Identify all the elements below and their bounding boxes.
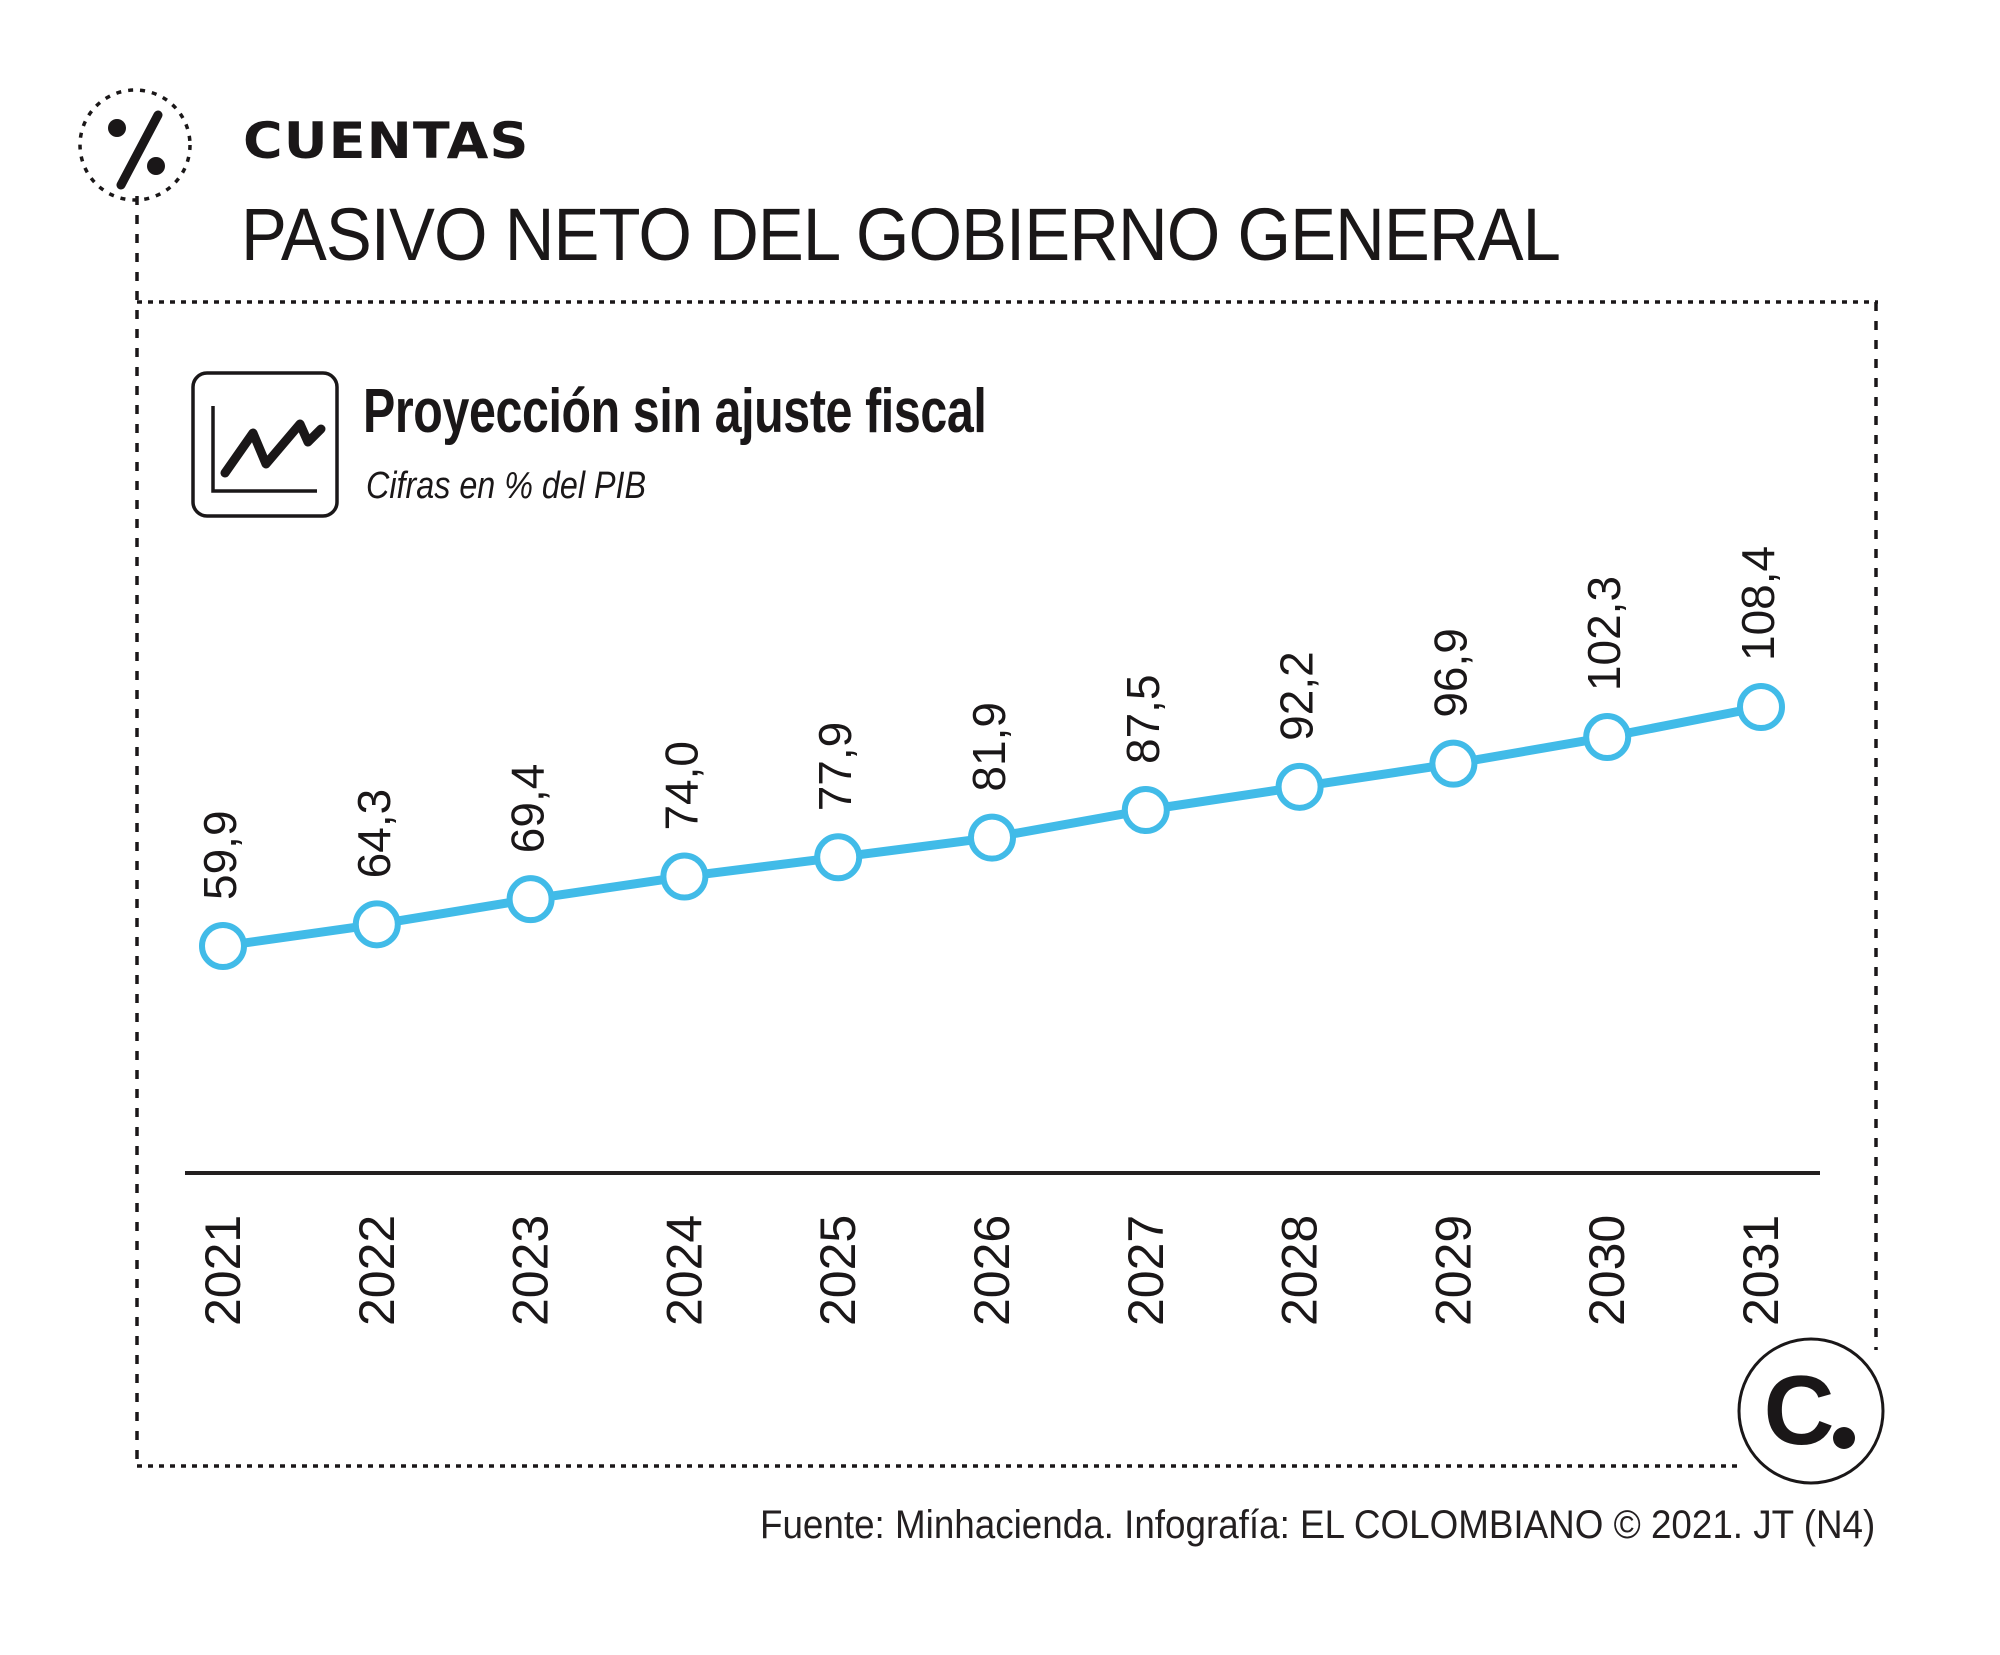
data-point-2028	[1275, 762, 1324, 811]
el-colombiano-logo: C	[1737, 1337, 1885, 1485]
source-credit: Fuente: Minhacienda. Infografía: EL COLO…	[759, 1503, 1875, 1547]
chart-title: Proyección sin ajuste fiscal	[363, 377, 987, 446]
x-tick-label-2030: 2030	[1579, 1215, 1635, 1326]
x-tick-label-2029: 2029	[1425, 1215, 1481, 1326]
data-point-2022	[352, 900, 401, 949]
data-label-2025: 77,9	[809, 722, 861, 812]
x-tick-label-2023: 2023	[503, 1215, 559, 1326]
data-point-2025	[814, 833, 863, 882]
data-label-2028: 92,2	[1271, 651, 1323, 741]
data-point-2029	[1429, 739, 1478, 788]
data-point-2021	[199, 922, 247, 970]
data-point-2030	[1583, 713, 1632, 762]
svg-text:C: C	[1764, 1355, 1835, 1465]
data-label-2021: 59,9	[194, 810, 246, 900]
chart-subtitle: Cifras en % del PIB	[366, 465, 647, 507]
data-point-2027	[1121, 785, 1170, 834]
data-point-2031	[1737, 683, 1785, 731]
page-title: PASIVO NETO DEL GOBIERNO GENERAL	[241, 193, 1561, 276]
x-tick-label-2022: 2022	[349, 1215, 405, 1326]
line-chart-icon	[191, 371, 339, 518]
data-point-2023	[506, 875, 555, 924]
x-tick-label-2025: 2025	[810, 1215, 866, 1326]
x-tick-label-2028: 2028	[1272, 1215, 1328, 1326]
connector-line	[135, 196, 139, 1468]
x-tick-label-2027: 2027	[1118, 1215, 1174, 1326]
x-tick-label-2031: 2031	[1733, 1215, 1789, 1326]
data-label-2029: 96,9	[1424, 628, 1476, 718]
percent-icon	[78, 88, 192, 202]
x-tick-label-2026: 2026	[964, 1215, 1020, 1326]
data-label-2024: 74,0	[655, 741, 707, 831]
data-label-2027: 87,5	[1117, 674, 1169, 764]
data-label-2026: 81,9	[963, 702, 1015, 792]
data-point-2024	[660, 852, 709, 901]
x-tick-label-2021: 2021	[195, 1215, 251, 1326]
data-point-2026	[968, 813, 1016, 862]
data-label-2030: 102,3	[1578, 576, 1630, 691]
data-label-2031: 108,4	[1732, 546, 1784, 661]
data-label-2022: 64,3	[348, 789, 400, 879]
section-label: CUENTAS	[243, 112, 530, 170]
data-label-2023: 69,4	[502, 764, 554, 854]
x-tick-label-2024: 2024	[656, 1215, 712, 1326]
